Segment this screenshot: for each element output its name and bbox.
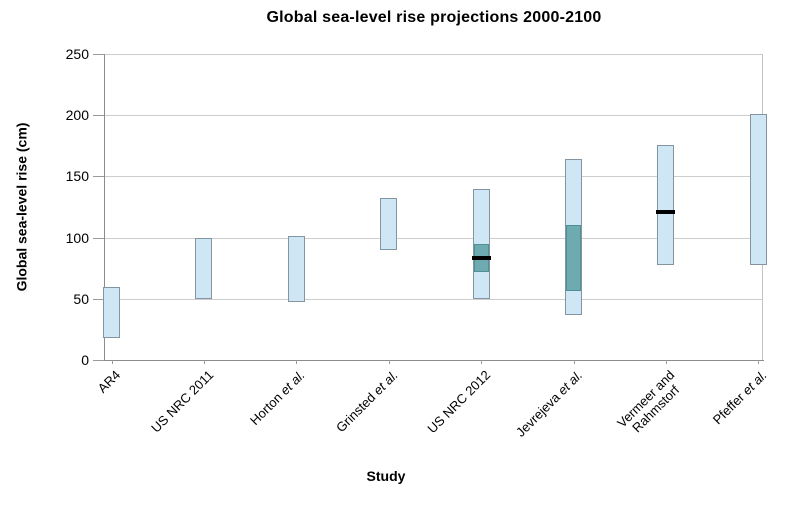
plot-area: 0 50 100 150 200 250 AR4 US NRC 2011 Horton et a… (66, 46, 771, 440)
y-tick-label-50: 50 (73, 290, 89, 307)
range-bar-horton-et-al (287, 236, 305, 303)
y-axis-tick-0 (93, 360, 105, 361)
et-al-italic: et al. (739, 367, 771, 398)
gridline-100 (105, 237, 763, 239)
median-line-us-nrc-2012 (471, 256, 491, 261)
inner-range-bar-jevrejeva-et-al (566, 225, 581, 292)
y-axis-tick-200 (93, 115, 105, 117)
y-tick-label-200: 200 (65, 107, 89, 124)
x-axis-line (104, 360, 764, 361)
y-tick-label-150: 150 (65, 168, 89, 185)
x-category-label-pfeffer-et-al: Pfeffer et al. (540, 367, 770, 427)
x-axis-title: Study (366, 468, 406, 484)
y-axis-tick-150 (93, 176, 105, 178)
y-axis-title: Global sea-level rise (cm) (13, 122, 30, 292)
chart-title: Global sea-level rise projections 2000-2… (266, 9, 602, 26)
x-axis-tick-pfeffer-et-al (758, 360, 760, 364)
range-bar-vermeer-and-rahmstorf (657, 144, 675, 265)
range-bar-us-nrc-2011 (195, 237, 213, 299)
y-axis-tick-100 (93, 237, 105, 239)
x-axis-tick-us-nrc-2012 (481, 360, 483, 364)
median-line-vermeer-and-rahmstorf (656, 209, 676, 214)
range-bar-pfeffer-et-al (749, 113, 767, 265)
x-axis-tick-ar4 (111, 360, 113, 364)
y-axis-title-wrap: Global sea-level rise (cm) (8, 54, 34, 360)
gridline-50 (105, 298, 763, 300)
y-tick-label-100: 100 (65, 229, 89, 246)
range-bar-ar4 (103, 286, 120, 338)
y-axis-line (104, 54, 105, 361)
y-tick-label-0: 0 (81, 352, 89, 368)
x-axis-tick-us-nrc-2011 (203, 360, 205, 364)
gridline-200 (105, 115, 763, 117)
y-tick-label-250: 250 (65, 46, 89, 62)
x-axis-tick-grinsted-et-al (388, 360, 390, 364)
y-axis-tick-50 (93, 298, 105, 300)
x-category-label-text: Pfeffer et al. (710, 367, 771, 428)
gridline-150 (105, 176, 763, 178)
x-axis-tick-jevrejeva-et-al (573, 360, 575, 364)
y-axis-tick-250 (93, 54, 105, 55)
range-bar-grinsted-et-al (380, 198, 398, 250)
x-axis-tick-horton-et-al (296, 360, 298, 364)
x-axis-tick-vermeer-and-rahmstorf (665, 360, 667, 364)
gridline-250 (105, 54, 763, 55)
